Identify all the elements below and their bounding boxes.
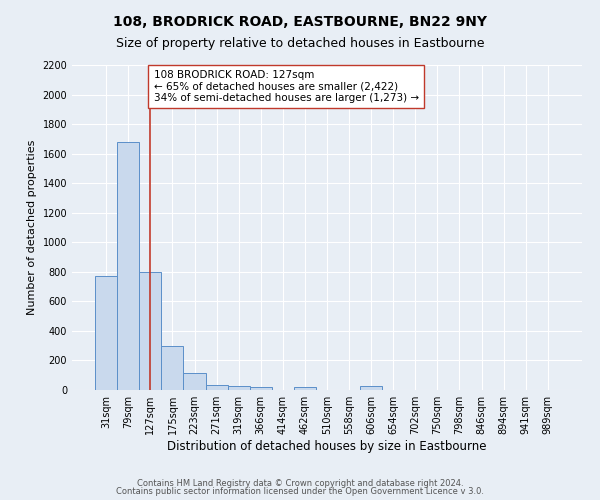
Bar bbox=[95, 276, 117, 390]
Bar bbox=[161, 346, 184, 390]
Bar bbox=[360, 386, 382, 390]
Bar bbox=[294, 387, 316, 390]
Text: Contains public sector information licensed under the Open Government Licence v : Contains public sector information licen… bbox=[116, 487, 484, 496]
Y-axis label: Number of detached properties: Number of detached properties bbox=[27, 140, 37, 315]
Bar bbox=[184, 373, 206, 390]
Bar bbox=[206, 385, 227, 390]
Bar bbox=[227, 386, 250, 390]
Bar bbox=[117, 142, 139, 390]
Text: 108 BRODRICK ROAD: 127sqm
← 65% of detached houses are smaller (2,422)
34% of se: 108 BRODRICK ROAD: 127sqm ← 65% of detac… bbox=[154, 70, 419, 103]
X-axis label: Distribution of detached houses by size in Eastbourne: Distribution of detached houses by size … bbox=[167, 440, 487, 453]
Bar bbox=[250, 387, 272, 390]
Text: Contains HM Land Registry data © Crown copyright and database right 2024.: Contains HM Land Registry data © Crown c… bbox=[137, 478, 463, 488]
Text: 108, BRODRICK ROAD, EASTBOURNE, BN22 9NY: 108, BRODRICK ROAD, EASTBOURNE, BN22 9NY bbox=[113, 15, 487, 29]
Text: Size of property relative to detached houses in Eastbourne: Size of property relative to detached ho… bbox=[116, 38, 484, 51]
Bar bbox=[139, 272, 161, 390]
